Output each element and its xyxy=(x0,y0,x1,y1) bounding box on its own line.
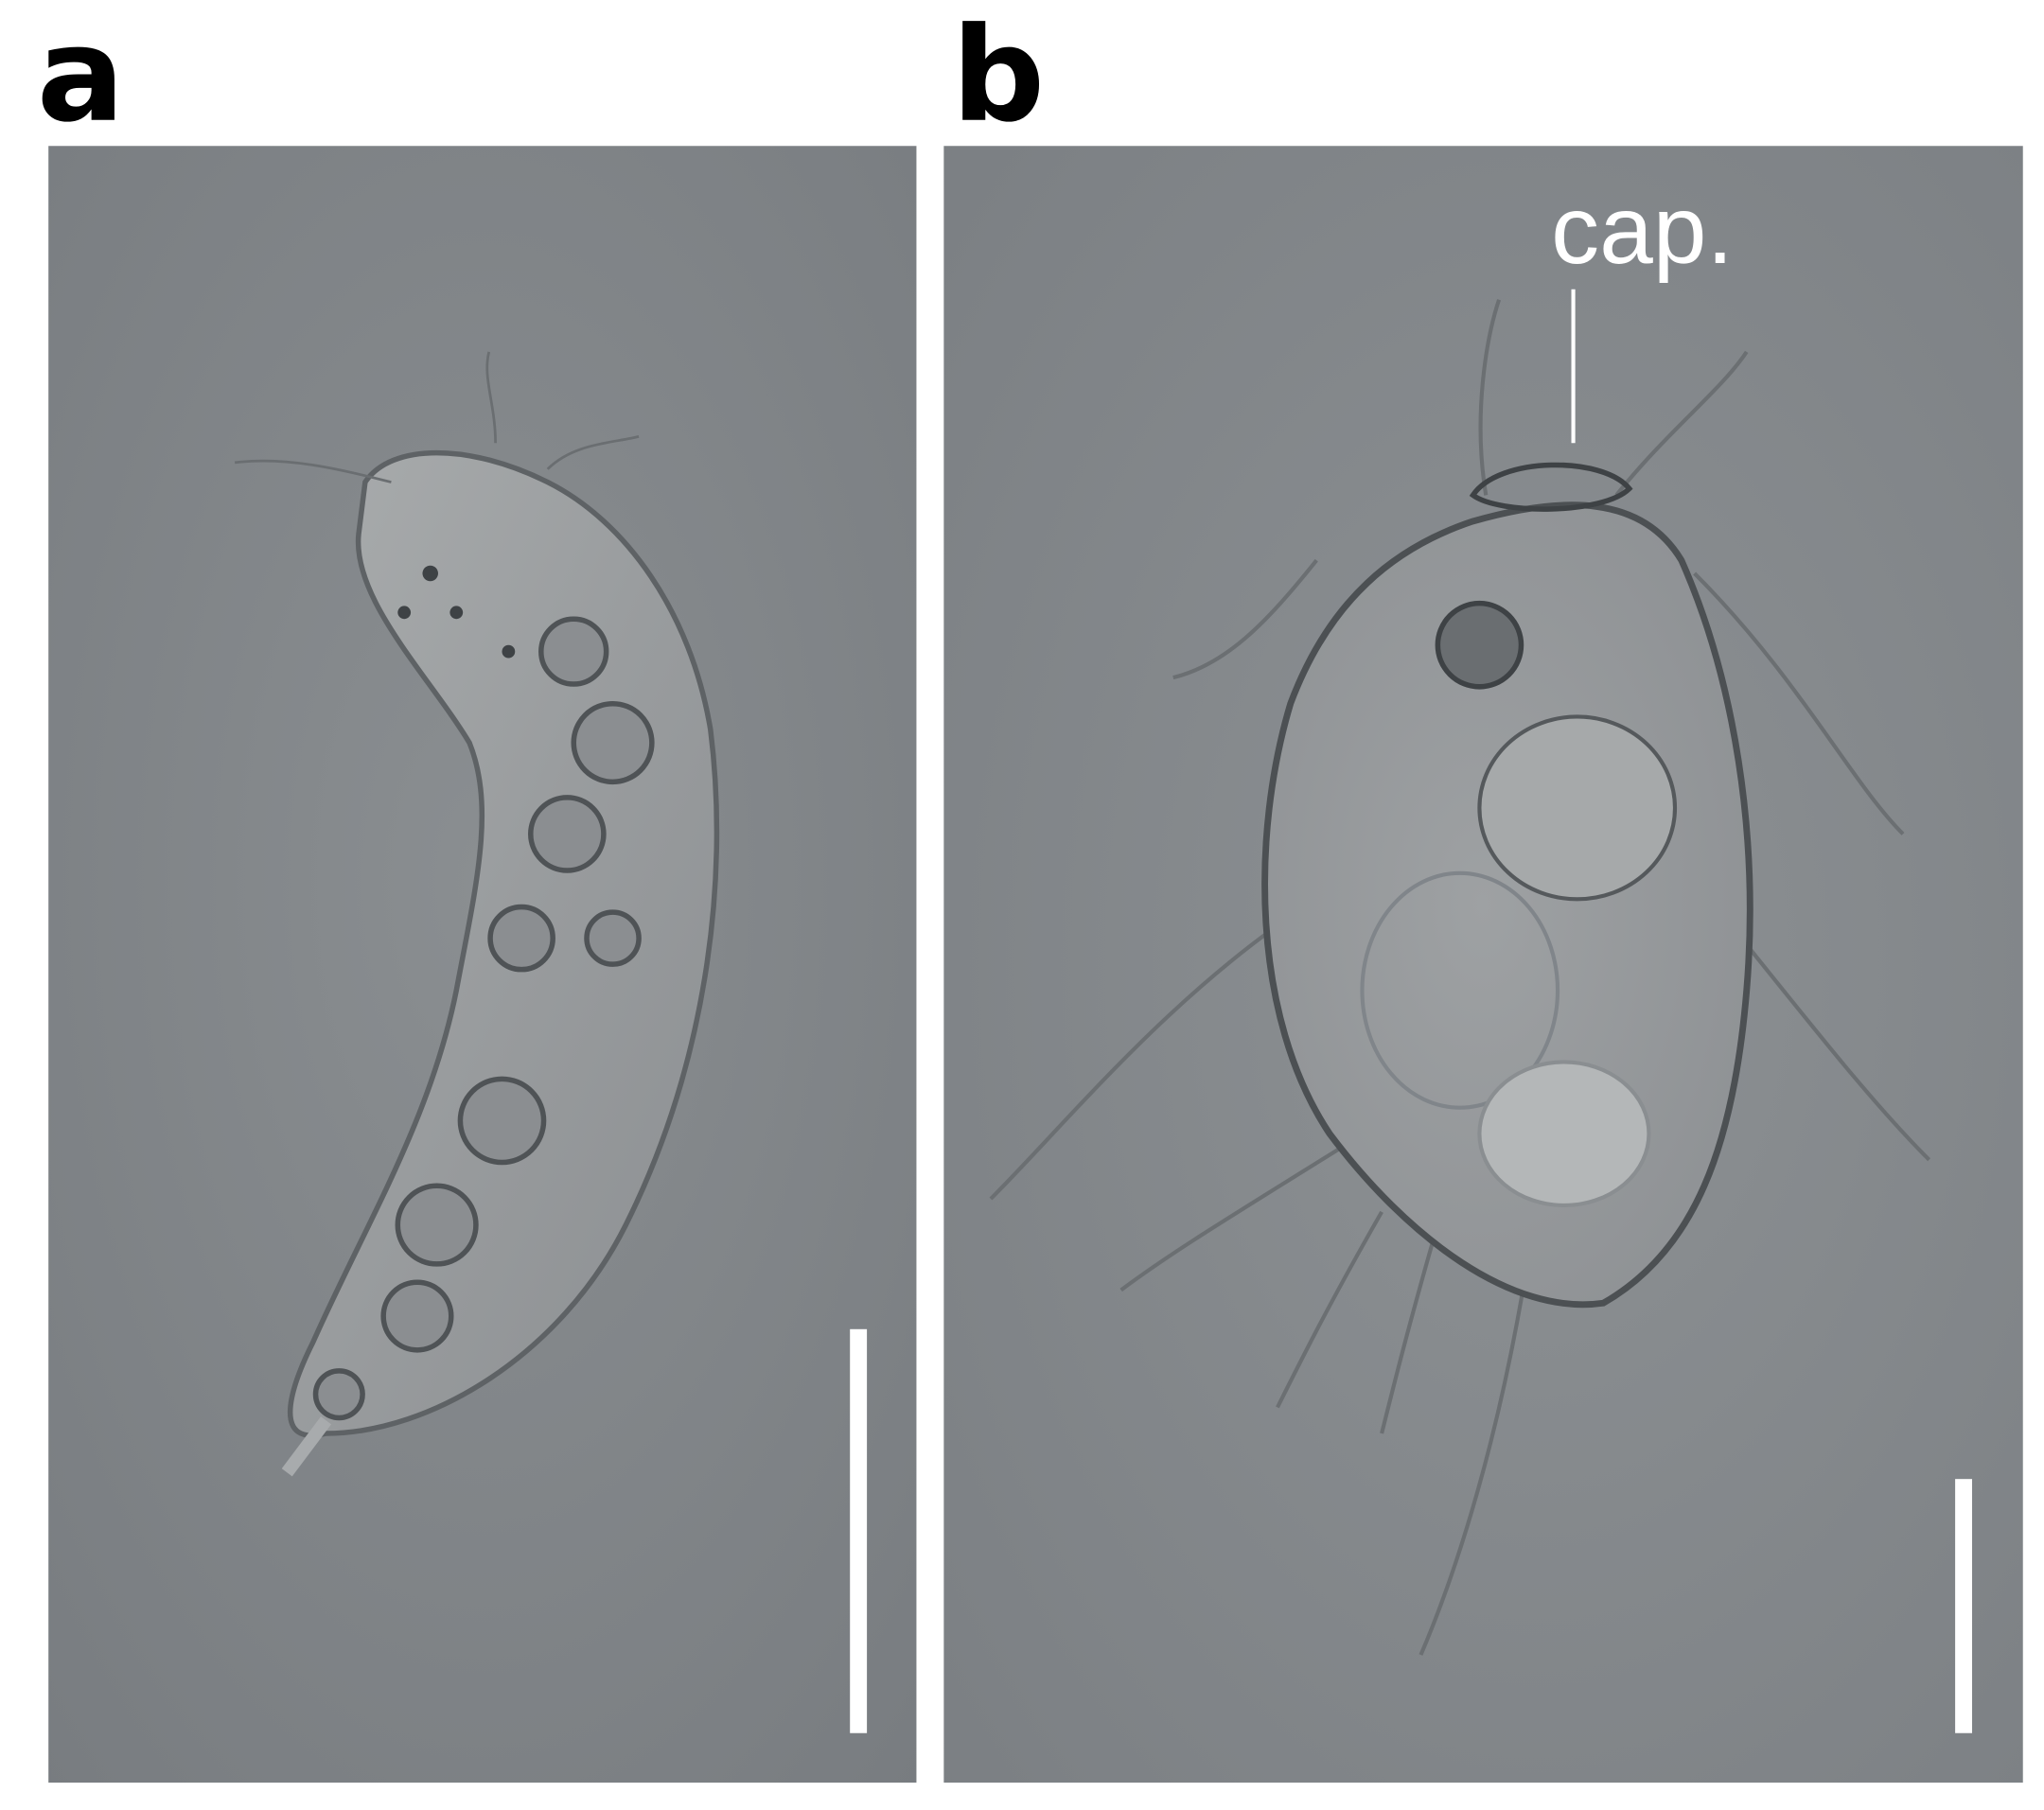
annotation: cap. xyxy=(1551,176,1734,284)
cell-a xyxy=(234,351,720,1477)
cell-b xyxy=(989,299,1931,1656)
panel-label: b xyxy=(952,0,1046,151)
scale-bar xyxy=(850,1328,868,1733)
scale-bar xyxy=(1955,1479,1973,1733)
panel-label: a xyxy=(37,0,125,151)
